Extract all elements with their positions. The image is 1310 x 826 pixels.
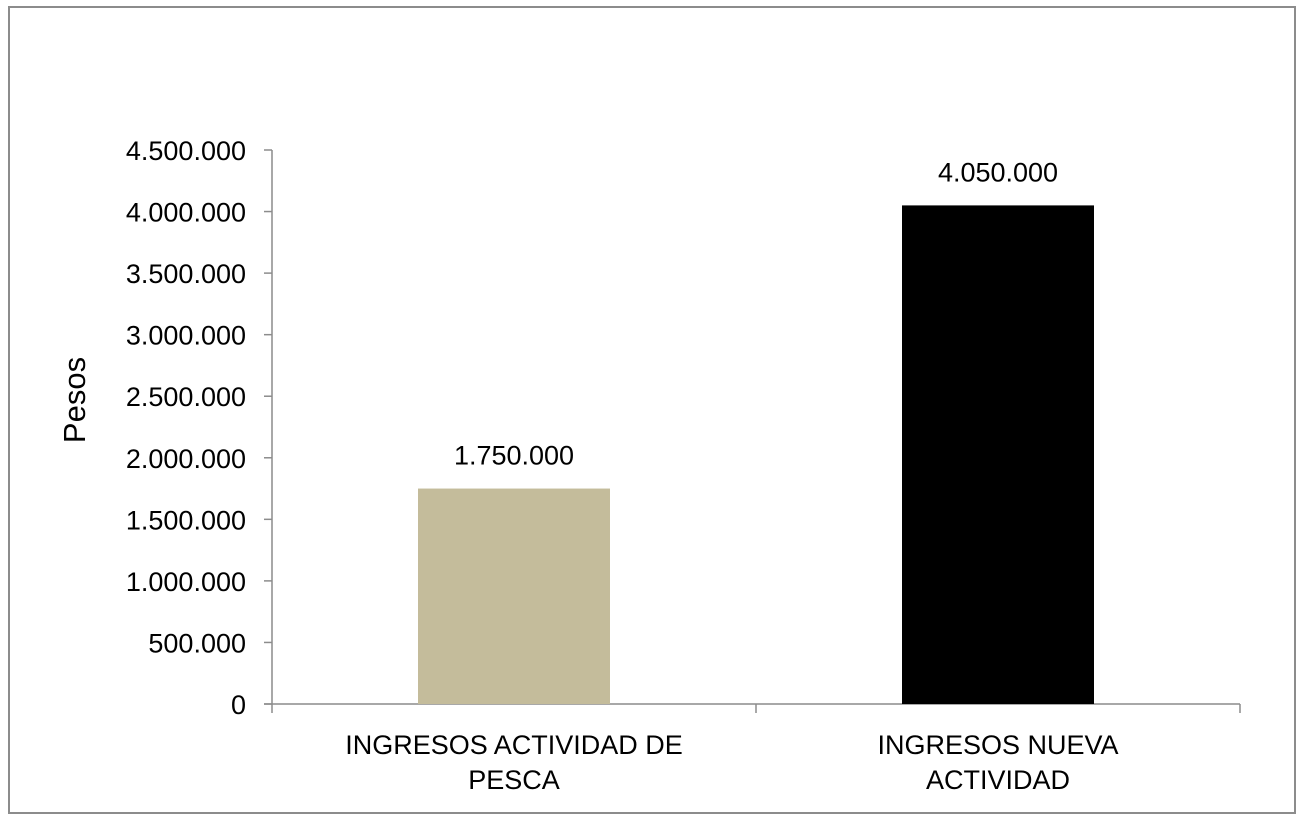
bars [418,205,1094,704]
y-tick-label: 0 [231,690,246,720]
x-category-label: INGRESOS NUEVA [877,730,1118,760]
y-tick-label: 3.500.000 [126,259,246,289]
labels: 1.750.000 INGRESOS ACTIVIDAD DE PESCA 4.050… [345,157,1118,795]
axes: 0 500.000 1.000.000 1.500.000 2.000.000 2.500… [126,136,1241,720]
y-tick-label: 3.000.000 [126,321,246,351]
bar [902,205,1094,704]
y-tick-label: 1.000.000 [126,567,246,597]
y-tick-label: 2.000.000 [126,444,246,474]
bar [418,488,610,704]
data-label: 4.050.000 [938,157,1058,187]
y-axis-label: Pesos [57,357,92,443]
data-label: 1.750.000 [454,441,574,471]
y-tick-label: 4.000.000 [126,198,246,228]
y-tick-label: 2.500.000 [126,382,246,412]
y-tick-label: 1.500.000 [126,505,246,535]
x-category-label: INGRESOS ACTIVIDAD DE [345,730,683,760]
x-category-label: PESCA [468,765,560,795]
x-category-label: ACTIVIDAD [926,765,1070,795]
y-tick-label: 500.000 [148,628,246,658]
y-tick-label: 4.500.000 [126,136,246,166]
